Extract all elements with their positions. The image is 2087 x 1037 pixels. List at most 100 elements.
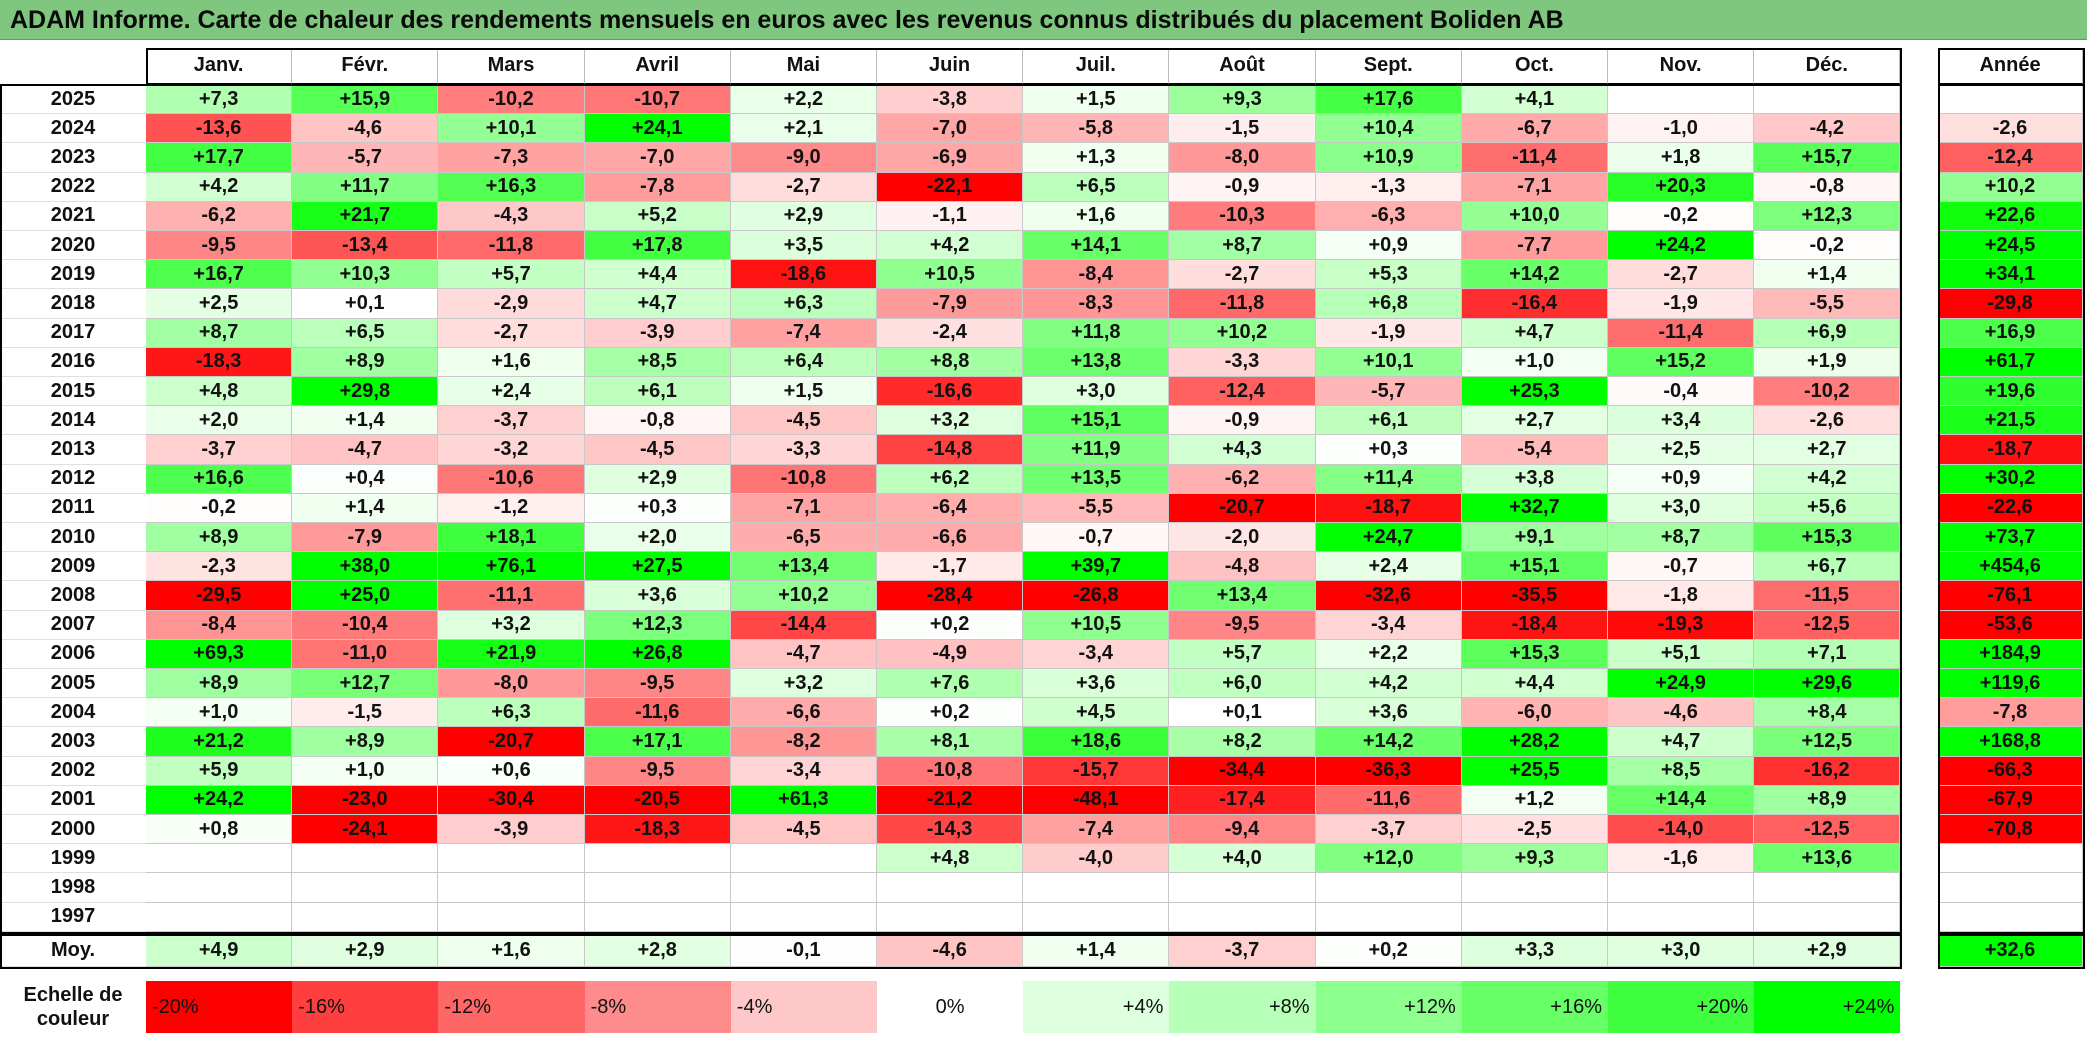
- heatmap-cell: +9,3: [1461, 844, 1608, 874]
- heatmap-cell: +2,9: [730, 201, 877, 231]
- average-cell: +3,0: [1608, 935, 1755, 967]
- average-cell: +1,4: [1023, 935, 1170, 967]
- annual-cell: -18,7: [1938, 435, 2083, 465]
- heatmap-cell: +17,8: [584, 231, 731, 261]
- heatmap-cell: +7,3: [146, 85, 293, 115]
- year-label: 2022: [0, 172, 146, 202]
- annual-cell: [1938, 844, 2083, 874]
- heatmap-cell: +12,3: [584, 610, 731, 640]
- heatmap-cell: +10,9: [1315, 143, 1462, 173]
- heatmap-cell: +5,3: [1315, 260, 1462, 290]
- heatmap-cell: -9,5: [146, 231, 293, 261]
- heatmap-cell: +38,0: [292, 552, 439, 582]
- heatmap-cell: -4,0: [1023, 844, 1170, 874]
- annual-cell: -7,8: [1938, 698, 2083, 728]
- heatmap-cell: +4,0: [1169, 844, 1316, 874]
- annual-cell: +184,9: [1938, 639, 2083, 669]
- annual-cell: +21,5: [1938, 406, 2083, 436]
- heatmap-cell: +18,1: [438, 523, 585, 553]
- average-cell: +0,2: [1315, 935, 1462, 967]
- year-label: 1997: [0, 902, 146, 932]
- heatmap-cell: -16,6: [877, 377, 1024, 407]
- heatmap-cell: -15,7: [1023, 756, 1170, 786]
- heatmap-cell: +14,1: [1023, 231, 1170, 261]
- heatmap-cell: -4,5: [730, 815, 877, 845]
- month-header: Juin: [877, 48, 1024, 84]
- color-scale-stop: -16%: [292, 981, 439, 1033]
- heatmap-cell: [877, 873, 1024, 903]
- heatmap-cell: +12,5: [1754, 727, 1901, 757]
- year-label: 2001: [0, 785, 146, 815]
- heatmap-cell: -2,7: [1608, 260, 1755, 290]
- month-header: Sept.: [1315, 48, 1462, 84]
- heatmap-cell: +6,4: [730, 347, 877, 377]
- heatmap-cell: +0,2: [877, 610, 1024, 640]
- heatmap-cell: -6,6: [730, 698, 877, 728]
- heatmap-cell: -6,3: [1315, 201, 1462, 231]
- annual-cell: +16,9: [1938, 318, 2083, 348]
- heatmap-cell: +76,1: [438, 552, 585, 582]
- heatmap-cell: -11,8: [438, 231, 585, 261]
- heatmap-cell: +14,4: [1608, 785, 1755, 815]
- heatmap-cell: -48,1: [1023, 785, 1170, 815]
- average-cell: -3,7: [1169, 935, 1316, 967]
- heatmap-cell: +6,3: [730, 289, 877, 319]
- heatmap-cell: +1,8: [1608, 143, 1755, 173]
- heatmap-cell: +32,7: [1461, 493, 1608, 523]
- heatmap-cell: -7,4: [730, 318, 877, 348]
- heatmap-cell: -9,0: [730, 143, 877, 173]
- heatmap-cell: +24,1: [584, 114, 731, 144]
- heatmap-cell: +6,1: [1315, 406, 1462, 436]
- heatmap-cell: +1,5: [730, 377, 877, 407]
- heatmap-cell: +29,8: [292, 377, 439, 407]
- heatmap-cell: +5,1: [1608, 639, 1755, 669]
- heatmap-cell: -5,5: [1754, 289, 1901, 319]
- month-header: Janv.: [146, 48, 293, 84]
- heatmap-cell: +4,7: [1461, 318, 1608, 348]
- heatmap-cell: +10,1: [1315, 347, 1462, 377]
- heatmap-cell: +3,6: [1315, 698, 1462, 728]
- heatmap-cell: +25,5: [1461, 756, 1608, 786]
- heatmap-cell: +3,0: [1023, 377, 1170, 407]
- heatmap-cell: -18,7: [1315, 493, 1462, 523]
- year-label: 2021: [0, 201, 146, 231]
- heatmap-cell: -18,4: [1461, 610, 1608, 640]
- heatmap-cell: +6,0: [1169, 669, 1316, 699]
- heatmap-cell: +4,7: [584, 289, 731, 319]
- color-scale-stop: +24%: [1754, 981, 1901, 1033]
- heatmap-cell: +18,6: [1023, 727, 1170, 757]
- page-title: ADAM Informe. Carte de chaleur des rende…: [0, 0, 2087, 40]
- heatmap-cell: -28,4: [877, 581, 1024, 611]
- heatmap-cell: +15,3: [1461, 639, 1608, 669]
- heatmap-cell: -20,7: [438, 727, 585, 757]
- heatmap-cell: -10,7: [584, 85, 731, 115]
- color-scale-stop: -4%: [730, 981, 877, 1033]
- heatmap-cell: -11,5: [1754, 581, 1901, 611]
- annual-cell: -70,8: [1938, 815, 2083, 845]
- heatmap-cell: -7,4: [1023, 815, 1170, 845]
- year-label: 2012: [0, 464, 146, 494]
- heatmap-cell: -20,5: [584, 785, 731, 815]
- heatmap-cell: +3,8: [1461, 464, 1608, 494]
- average-annual-cell: +32,6: [1938, 935, 2083, 967]
- heatmap-cell: [1023, 902, 1170, 932]
- heatmap-cell: -18,6: [730, 260, 877, 290]
- annual-cell: [1938, 873, 2083, 903]
- heatmap-cell: +4,2: [1315, 669, 1462, 699]
- heatmap-cell: -14,0: [1608, 815, 1755, 845]
- heatmap-cell: -4,8: [1169, 552, 1316, 582]
- heatmap-cell: -30,4: [438, 785, 585, 815]
- color-scale-stop: +12%: [1315, 981, 1462, 1033]
- heatmap-cell: +4,4: [1461, 669, 1608, 699]
- heatmap-cell: -13,6: [146, 114, 293, 144]
- heatmap-cell: +0,6: [438, 756, 585, 786]
- heatmap-cell: -16,2: [1754, 756, 1901, 786]
- heatmap-cell: -11,4: [1461, 143, 1608, 173]
- heatmap-cell: +10,5: [1023, 610, 1170, 640]
- heatmap-cell: -7,0: [877, 114, 1024, 144]
- annual-cell: -29,8: [1938, 289, 2083, 319]
- heatmap-cell: +5,7: [1169, 639, 1316, 669]
- heatmap-cell: +0,3: [584, 493, 731, 523]
- year-label: 2006: [0, 639, 146, 669]
- heatmap-cell: +15,7: [1754, 143, 1901, 173]
